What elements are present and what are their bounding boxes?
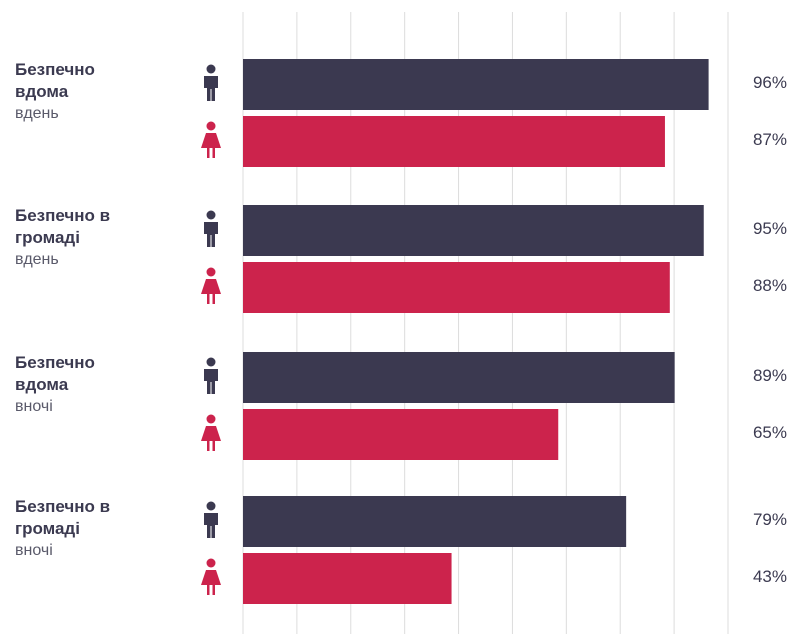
value-label: 96% — [752, 73, 787, 92]
category-label: Безпечно вдома вдень — [15, 59, 145, 125]
category-subtitle: вдень — [15, 105, 59, 122]
woman-icon — [201, 121, 221, 158]
bar-men — [243, 59, 709, 110]
category-subtitle: вдень — [15, 251, 59, 268]
bar-men — [243, 496, 627, 547]
man-icon — [204, 210, 218, 247]
category-title: Безпечно в громаді — [15, 206, 111, 247]
category-subtitle: вночі — [15, 398, 53, 415]
bar-women — [243, 262, 670, 313]
bar-men — [243, 205, 704, 256]
value-label: 65% — [752, 423, 787, 442]
woman-icon — [201, 414, 221, 451]
bar-women — [243, 553, 452, 604]
bars — [243, 59, 709, 604]
category-label: Безпечно в громаді вдень — [15, 205, 145, 271]
value-label: 87% — [752, 130, 787, 149]
bar-women — [243, 116, 665, 167]
value-label: 88% — [752, 276, 787, 295]
category-title: Безпечно вдома — [15, 60, 95, 101]
value-label: 79% — [752, 510, 787, 529]
grid-lines — [242, 12, 729, 634]
category-title: Безпечно вдома — [15, 353, 95, 394]
bar-men — [243, 352, 675, 403]
man-icon — [204, 64, 218, 101]
category-subtitle: вночі — [15, 542, 53, 559]
man-icon — [204, 501, 218, 538]
icons — [201, 64, 221, 595]
category-title: Безпечно в громаді — [15, 497, 111, 538]
value-label: 95% — [752, 219, 787, 238]
woman-icon — [201, 558, 221, 595]
value-label: 89% — [752, 366, 787, 385]
woman-icon — [201, 267, 221, 304]
category-label: Безпечно вдома вночі — [15, 352, 145, 418]
category-label: Безпечно в громаді вночі — [15, 496, 145, 562]
man-icon — [204, 357, 218, 394]
bar-women — [243, 409, 559, 460]
value-label: 43% — [752, 567, 787, 586]
